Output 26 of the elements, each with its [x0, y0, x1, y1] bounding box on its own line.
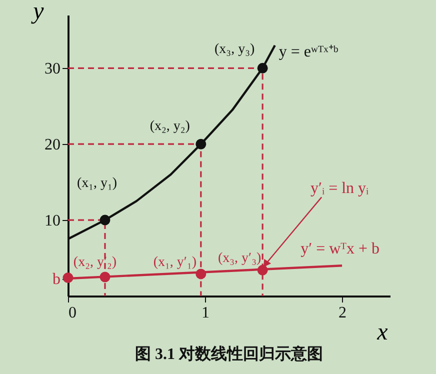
x-tick-label: 0 [68, 304, 76, 322]
y-tick-label: 10 [44, 212, 60, 230]
x-tick-label: 2 [338, 304, 347, 322]
point [100, 214, 110, 226]
y-tick-label: b [52, 271, 60, 288]
annotation: y′ᵢ = ln yᵢ [310, 180, 370, 198]
point [62, 272, 74, 284]
point [257, 264, 268, 276]
y-tick-label: 30 [44, 60, 60, 78]
annotation: (x₁, y′₁) [153, 254, 197, 270]
x-axis-title: x [376, 320, 388, 346]
y-tick-label: 20 [44, 136, 60, 154]
text: 图 3.1 对数线性回归示意图 [135, 345, 323, 363]
point [100, 272, 110, 282]
x-tick-label: 1 [202, 304, 210, 322]
annotation: (x₂, y′₂) [73, 255, 117, 270]
point [196, 138, 206, 150]
annotation: y = eʷᵀˣ⁺ᵇ [278, 43, 338, 60]
annotation: (x₃, y₃) [214, 42, 255, 58]
annotation: (x₁, y₁) [76, 176, 118, 192]
y-axis-title: y [31, 0, 44, 24]
point [196, 268, 206, 280]
annotation: (x₂, y₂) [150, 119, 190, 134]
annotation: (x₃, y′₃) [218, 251, 262, 266]
point [257, 62, 268, 74]
annotation: y′ = wᵀx + b [300, 240, 380, 258]
